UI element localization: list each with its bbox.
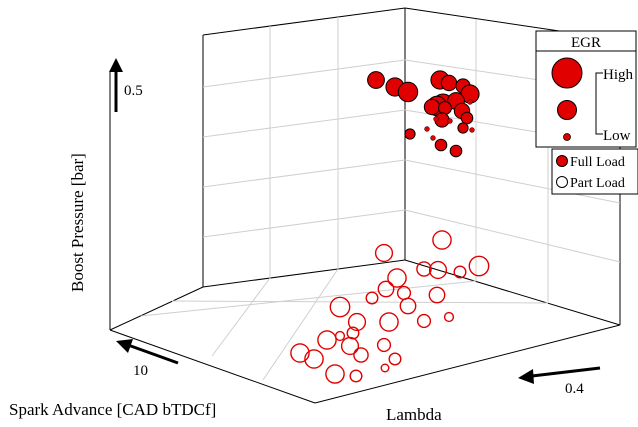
legend-full-load-marker xyxy=(556,155,568,167)
size-legend: EGR High Low xyxy=(535,30,637,148)
full-load-series xyxy=(367,70,480,158)
floor-front-right-edge xyxy=(314,324,621,404)
series-legend: Full Load Part Load xyxy=(551,148,638,195)
full-load-point xyxy=(434,138,448,152)
part-load-point xyxy=(304,349,324,369)
full-load-point xyxy=(467,99,473,105)
y-arrow-shaft xyxy=(531,366,601,378)
x-tick-label: 10 xyxy=(133,363,148,379)
y-arrow-head xyxy=(518,369,534,384)
part-load-point xyxy=(443,311,455,323)
size-legend-medium-marker xyxy=(557,100,577,120)
full-load-point xyxy=(457,122,469,134)
part-load-point xyxy=(388,352,402,366)
grid-line xyxy=(202,109,406,138)
full-load-point xyxy=(430,135,436,141)
part-load-point xyxy=(353,347,369,363)
grid-line xyxy=(171,300,549,304)
full-load-point xyxy=(469,127,475,133)
part-load-point xyxy=(376,337,392,353)
part-load-point xyxy=(329,296,351,318)
part-load-point xyxy=(374,243,394,263)
gridlines xyxy=(140,17,621,381)
part-load-point xyxy=(347,312,367,332)
part-load-series xyxy=(290,230,490,384)
floor-left-edge xyxy=(202,259,406,288)
part-load-point xyxy=(334,330,346,342)
series-legend-box xyxy=(551,148,638,195)
part-load-point xyxy=(416,313,432,329)
y-axis-label: Lambda xyxy=(386,405,442,424)
floor-front-left-edge xyxy=(109,329,316,404)
size-legend-title: EGR xyxy=(571,35,601,51)
full-load-point xyxy=(423,98,441,116)
legend-full-load-label: Full Load xyxy=(570,155,625,170)
z-axis-label: Boost Pressure [bar] xyxy=(68,153,87,292)
grid-line xyxy=(404,159,621,204)
size-legend-high: High xyxy=(603,67,634,83)
size-legend-large-marker xyxy=(551,57,583,89)
size-legend-small-marker xyxy=(563,133,571,141)
part-load-point xyxy=(416,261,432,277)
full-load-point xyxy=(367,71,385,89)
part-load-point xyxy=(387,268,407,288)
full-load-point xyxy=(447,118,453,124)
grid-line xyxy=(202,59,406,88)
part-load-point xyxy=(380,363,390,373)
full-load-point xyxy=(449,144,463,158)
grid-line xyxy=(211,277,271,357)
part-load-point xyxy=(365,291,379,305)
z-arrow-head xyxy=(109,58,123,72)
part-load-point xyxy=(399,297,417,315)
size-legend-box xyxy=(535,30,637,148)
legend-part-load-label: Part Load xyxy=(570,176,625,191)
part-load-point xyxy=(290,343,310,363)
back-top-edge xyxy=(202,7,406,36)
y-tick-label: 0.4 xyxy=(565,381,584,397)
full-load-point xyxy=(424,126,430,132)
full-load-point xyxy=(433,116,439,122)
part-load-point xyxy=(453,265,467,279)
part-load-point xyxy=(432,230,452,250)
part-load-point xyxy=(428,260,448,280)
full-load-point xyxy=(460,111,474,125)
part-load-point xyxy=(349,369,363,383)
z-tick-label: 0.5 xyxy=(124,83,143,99)
data-points xyxy=(290,70,490,384)
size-legend-bracket xyxy=(595,72,603,135)
part-load-point xyxy=(468,255,490,277)
part-load-point xyxy=(317,330,337,350)
size-legend-low: Low xyxy=(603,128,631,144)
axis-arrows xyxy=(109,58,601,384)
grid-line xyxy=(202,209,406,238)
grid-line xyxy=(202,159,406,188)
floor-right-edge xyxy=(404,259,621,326)
part-load-point xyxy=(379,312,399,332)
full-load-point xyxy=(440,74,458,92)
part-load-point xyxy=(325,364,345,384)
floor-side-edge xyxy=(109,286,204,331)
x-arrow-shaft xyxy=(127,343,179,365)
grid-line xyxy=(140,280,477,317)
full-load-point xyxy=(404,128,416,140)
part-load-point xyxy=(428,286,446,304)
legend-part-load-marker xyxy=(556,176,568,188)
full-load-point xyxy=(397,81,419,103)
part-load-point xyxy=(377,280,395,298)
grid-line xyxy=(404,209,621,263)
x-axis-label: Spark Advance [CAD bTDCf] xyxy=(9,400,216,419)
x-arrow-head xyxy=(116,339,133,353)
part-load-point xyxy=(340,336,360,356)
grid-line xyxy=(262,268,339,381)
full-load-point xyxy=(438,101,452,115)
